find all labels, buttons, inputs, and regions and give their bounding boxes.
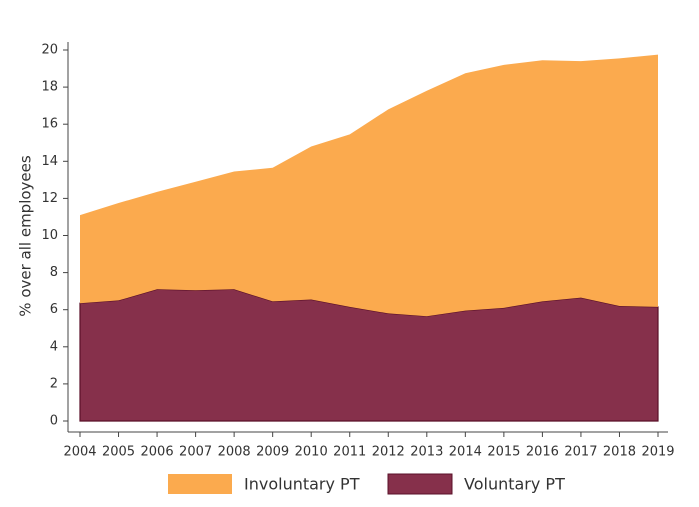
y-tick-label: 2 xyxy=(50,376,58,391)
x-tick-label: 2011 xyxy=(333,445,366,460)
x-tick-label: 2013 xyxy=(410,445,443,460)
x-tick-label: 2014 xyxy=(449,445,482,460)
legend-label: Involuntary PT xyxy=(244,475,360,494)
x-tick-label: 2018 xyxy=(603,445,636,460)
area xyxy=(80,54,658,317)
area xyxy=(79,288,659,422)
y-tick-label: 20 xyxy=(41,43,58,58)
x-tick-label: 2017 xyxy=(564,445,597,460)
legend-swatch xyxy=(168,474,232,494)
y-tick-label: 18 xyxy=(41,80,58,95)
y-tick-label: 16 xyxy=(41,117,58,132)
x-tick-label: 2012 xyxy=(372,445,405,460)
y-axis-label: % over all employees xyxy=(17,155,35,317)
x-tick-label: 2010 xyxy=(295,445,328,460)
legend-label: Voluntary PT xyxy=(464,475,565,494)
x-tick-label: 2015 xyxy=(487,445,520,460)
y-tick-label: 6 xyxy=(50,302,58,317)
y-tick-label: 10 xyxy=(41,228,58,243)
y-tick-label: 14 xyxy=(41,154,58,169)
x-tick-label: 2004 xyxy=(63,445,96,460)
x-tick-label: 2009 xyxy=(256,445,289,460)
y-tick-label: 12 xyxy=(41,191,58,206)
y-tick-label: 0 xyxy=(50,414,58,429)
x-tick-label: 2006 xyxy=(141,445,174,460)
x-tick-label: 2016 xyxy=(526,445,559,460)
y-tick-label: 4 xyxy=(50,339,58,354)
x-tick-label: 2005 xyxy=(102,445,135,460)
x-tick-label: 2008 xyxy=(218,445,251,460)
x-tick-label: 2019 xyxy=(641,445,674,460)
y-tick-label: 8 xyxy=(50,265,58,280)
legend-swatch xyxy=(387,473,453,495)
x-tick-label: 2007 xyxy=(179,445,212,460)
